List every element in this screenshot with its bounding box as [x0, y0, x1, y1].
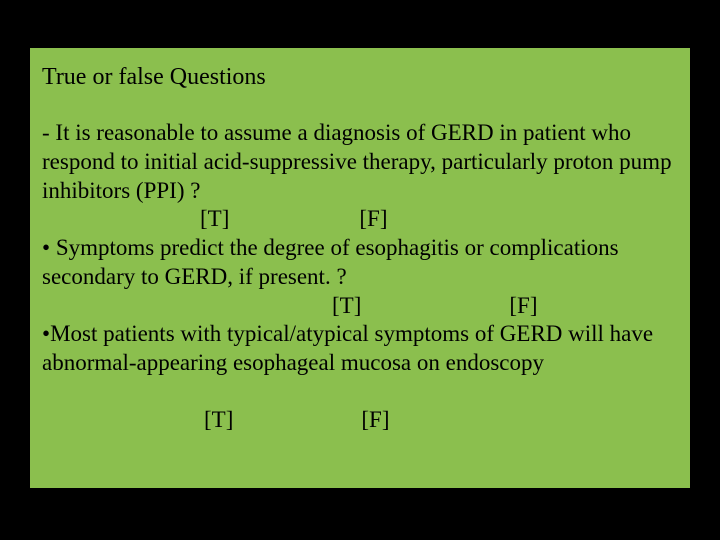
question-3-bullet: • [42, 321, 50, 346]
question-3-false[interactable]: [F] [361, 406, 389, 435]
slide-card: True or false Questions - It is reasonab… [30, 48, 690, 488]
question-2-options: [T] [F] [42, 292, 678, 321]
question-3-text: Most patients with typical/atypical symp… [42, 321, 653, 375]
question-1-false[interactable]: [F] [359, 205, 387, 234]
question-3-true[interactable]: [T] [204, 406, 233, 435]
question-2-bullet: • [42, 235, 50, 260]
question-1-true[interactable]: [T] [200, 205, 229, 234]
question-1: - It is reasonable to assume a diagnosis… [42, 119, 678, 205]
slide-body: - It is reasonable to assume a diagnosis… [42, 119, 678, 435]
question-3: •Most patients with typical/atypical sym… [42, 320, 678, 378]
question-2: • Symptoms predict the degree of esophag… [42, 234, 678, 292]
question-2-false[interactable]: [F] [509, 292, 537, 321]
question-3-options: [T] [F] [42, 406, 678, 435]
question-1-bullet: - [42, 120, 50, 145]
slide-title: True or false Questions [42, 64, 678, 91]
question-2-text: Symptoms predict the degree of esophagit… [42, 235, 619, 289]
question-2-true[interactable]: [T] [332, 292, 361, 321]
question-1-text: It is reasonable to assume a diagnosis o… [42, 120, 672, 203]
question-1-options: [T] [F] [42, 205, 678, 234]
